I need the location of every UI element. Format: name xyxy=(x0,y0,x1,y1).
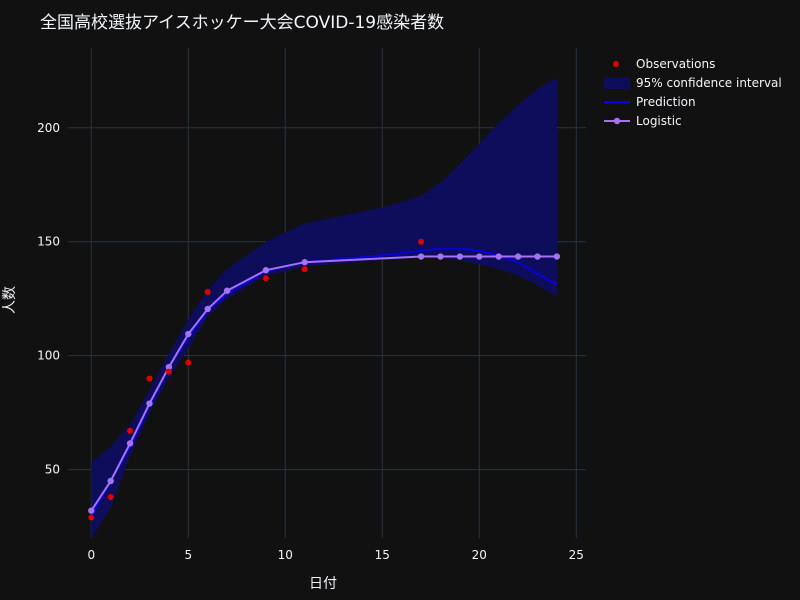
y-tick-label: 200 xyxy=(37,121,60,135)
legend-label-observations: Observations xyxy=(636,57,715,71)
observation-point xyxy=(107,493,114,500)
legend-label-ci: 95% confidence interval xyxy=(636,76,782,90)
logistic-point xyxy=(262,267,270,274)
x-tick-label: 10 xyxy=(278,548,293,562)
logistic-point xyxy=(437,253,444,260)
logistic-point xyxy=(534,253,541,260)
logistic-point xyxy=(126,440,134,447)
logistic-point xyxy=(204,305,211,313)
x-tick-label: 0 xyxy=(87,548,95,562)
legend[interactable]: Observations 95% confidence interval Predi… xyxy=(604,57,782,128)
ci-band xyxy=(91,77,557,538)
logistic-point xyxy=(476,253,483,260)
y-tick-label: 100 xyxy=(37,349,60,363)
logistic-point xyxy=(223,287,231,294)
logistic-point xyxy=(146,400,153,407)
y-tick-label: 50 xyxy=(45,463,60,477)
logistic-point xyxy=(107,477,114,485)
y-axis-title: 人数 xyxy=(2,286,18,314)
observation-point xyxy=(165,368,172,375)
observation-point xyxy=(262,275,269,282)
observation-point xyxy=(146,375,153,382)
logistic-point xyxy=(514,253,522,260)
ci-band-layer xyxy=(91,77,557,538)
logistic-line xyxy=(90,255,557,512)
x-tick-label: 5 xyxy=(184,548,192,562)
x-axis-title: 日付 xyxy=(309,576,337,592)
observation-point xyxy=(185,359,192,366)
x-tick-label: 15 xyxy=(375,548,390,562)
chart-title: 全国高校選抜アイスホッケー大会COVID-19感染者数 xyxy=(40,13,445,33)
legend-swatch-ci xyxy=(604,77,630,89)
logistic-point xyxy=(417,253,425,260)
y-tick-labels: 50 100 150 200 xyxy=(37,121,60,477)
observation-point xyxy=(418,238,425,245)
legend-label-logistic: Logistic xyxy=(636,114,682,128)
logistic-point xyxy=(495,253,502,260)
y-tick-label: 150 xyxy=(37,235,60,249)
legend-marker-logistic xyxy=(613,117,621,125)
logistic-point xyxy=(165,363,173,371)
logistic-layer xyxy=(88,253,561,514)
legend-label-prediction: Prediction xyxy=(636,95,696,109)
logistic-point xyxy=(88,507,95,514)
x-tick-label: 20 xyxy=(472,548,487,562)
observation-point xyxy=(204,288,211,295)
observation-point xyxy=(127,427,134,434)
x-tick-labels: 0 5 10 15 20 25 xyxy=(87,548,583,562)
legend-marker-observations xyxy=(613,61,619,67)
logistic-point xyxy=(553,253,561,260)
observations-layer xyxy=(88,238,425,521)
logistic-point xyxy=(185,330,192,338)
observation-point xyxy=(301,266,308,273)
logistic-point xyxy=(301,259,308,266)
logistic-point xyxy=(456,253,464,260)
observation-point xyxy=(88,514,95,521)
x-tick-label: 25 xyxy=(569,548,584,562)
